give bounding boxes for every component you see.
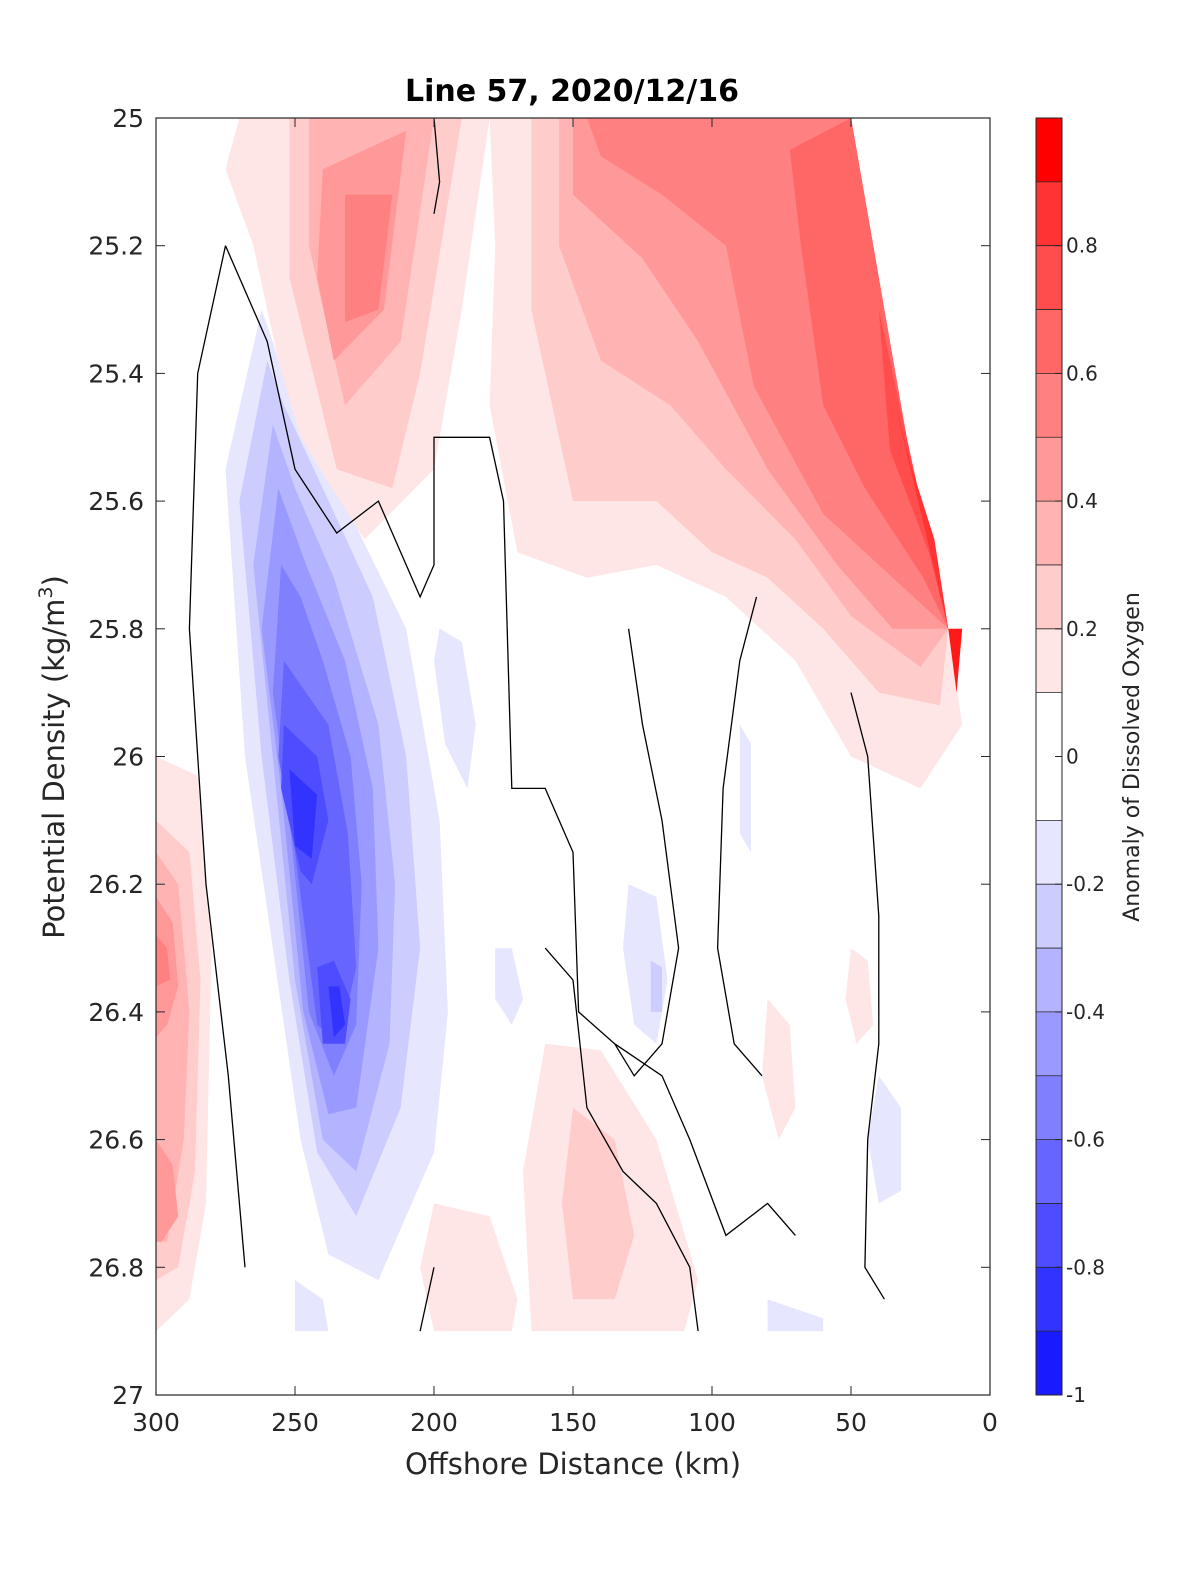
zero-contour-line-5: [614, 628, 680, 1077]
zero-contour-line-3: [419, 1267, 435, 1332]
y-tick-label: 25.6: [88, 487, 144, 516]
chart-title: Line 57, 2020/12/16: [405, 74, 739, 109]
colorbar-band: [1036, 628, 1062, 693]
x-tick-label: 250: [271, 1408, 319, 1437]
contour-region-42: [845, 948, 874, 1044]
x-tick-label: 50: [835, 1408, 867, 1437]
x-tick-label: 100: [688, 1408, 736, 1437]
y-tick-label: 26: [112, 743, 144, 772]
y-tick-label: 26.6: [88, 1126, 144, 1155]
y-tick-label: 26.4: [88, 998, 144, 1027]
colorbar-tick-label: -0.2: [1066, 872, 1105, 896]
colorbar-band: [1036, 501, 1062, 565]
zero-contour-line-6: [716, 596, 763, 1077]
x-axis-label: Offshore Distance (km): [405, 1447, 741, 1481]
y-tick-label: 25: [112, 104, 144, 133]
colorbar-tick-label: -0.8: [1066, 1255, 1105, 1279]
colorbar: -1 -0.8 -0.6 -0.4 -0.2 0 0.2 0.4 0.6 0.8 Anomaly …: [1035, 117, 1145, 1407]
colorbar-tick-label: 0: [1066, 745, 1079, 769]
zero-contour-line-2: [433, 117, 441, 214]
colorbar-tick-label: 0.2: [1066, 617, 1098, 641]
x-axis-ticks: 300 250 200 150 100 50 0: [132, 118, 998, 1437]
y-axis-label: Potential Density (kg/m3): [35, 575, 71, 939]
contour-region-4: [156, 1139, 179, 1242]
x-tick-label: 300: [132, 1408, 180, 1437]
colorbar-band: [1036, 373, 1062, 438]
y-axis-label-close: ): [37, 575, 71, 586]
x-tick-label: 150: [549, 1408, 597, 1437]
filled-contours: [156, 118, 963, 1332]
contour-region-5: [156, 935, 170, 987]
contour-region-38: [420, 1203, 518, 1332]
colorbar-tick-label: -0.6: [1066, 1128, 1105, 1152]
colorbar-band: [1036, 1331, 1062, 1395]
contour-region-31: [495, 948, 523, 1025]
y-tick-label: 25.4: [88, 359, 144, 388]
colorbar-bands: [1036, 117, 1062, 1396]
colorbar-tick-label: 0.4: [1066, 489, 1098, 513]
zero-contour-line-0: [188, 245, 246, 1268]
colorbar-band: [1036, 118, 1062, 182]
colorbar-band: [1036, 564, 1062, 629]
contour-region-35: [867, 1075, 901, 1204]
colorbar-band: [1036, 309, 1062, 374]
zero-contour-line-7: [850, 692, 885, 1300]
colorbar-tick-label: 0.6: [1066, 361, 1098, 385]
colorbar-band: [1036, 1075, 1062, 1140]
x-tick-label: 0: [982, 1408, 998, 1437]
contour-region-10: [345, 194, 393, 323]
contour-region-30: [434, 628, 476, 789]
contour-region-33: [650, 960, 662, 1012]
colorbar-band: [1036, 1203, 1062, 1268]
contour-region-16: [789, 118, 949, 629]
zero-contour-line-1: [224, 245, 796, 1237]
contour-region-18: [895, 405, 949, 629]
y-tick-label: 25.2: [88, 232, 144, 261]
colorbar-band: [1036, 181, 1062, 246]
colorbar-tick-label: -0.4: [1066, 1000, 1105, 1024]
y-tick-label: 27: [112, 1381, 144, 1410]
colorbar-band: [1036, 1011, 1062, 1076]
contour-region-29: [328, 986, 345, 1038]
contour-region-40: [561, 1107, 635, 1300]
x-tick-label: 200: [410, 1408, 458, 1437]
colorbar-ticks: -1 -0.8 -0.6 -0.4 -0.2 0 0.2 0.4 0.6 0.8: [1055, 234, 1105, 1407]
contour-region-37: [767, 1299, 824, 1332]
colorbar-tick-label: -1: [1066, 1383, 1086, 1407]
colorbar-band: [1036, 948, 1062, 1012]
y-axis-ticks: 25 25.2 25.4 25.6 25.8 26 26.2 26.4 26.6 26.8 27: [88, 104, 990, 1410]
colorbar-tick-label: 0.8: [1066, 234, 1098, 258]
colorbar-band: [1036, 1267, 1062, 1332]
y-axis-label-main: Potential Density (kg/m: [37, 599, 71, 939]
contour-region-28: [289, 769, 318, 859]
plot-area: 300 250 200 150 100 50 0 2525.225.425.625.8262…: [88, 104, 998, 1437]
contour-region-19: [948, 628, 963, 693]
zero-contour-line-4: [544, 947, 699, 1332]
contour-region-41: [762, 999, 796, 1140]
colorbar-band: [1036, 245, 1062, 310]
colorbar-band: [1036, 820, 1062, 885]
contour-region-34: [739, 724, 751, 853]
zero-contour-lines: [188, 117, 885, 1332]
colorbar-band: [1036, 1139, 1062, 1204]
y-tick-label: 26.2: [88, 870, 144, 899]
y-axis-label-superscript: 3: [35, 586, 57, 598]
colorbar-band: [1036, 884, 1062, 949]
y-tick-label: 25.8: [88, 615, 144, 644]
contour-region-36: [295, 1280, 329, 1332]
colorbar-band: [1036, 437, 1062, 502]
colorbar-label: Anomaly of Dissolved Oxygen: [1120, 592, 1145, 922]
y-tick-label: 26.8: [88, 1253, 144, 1282]
